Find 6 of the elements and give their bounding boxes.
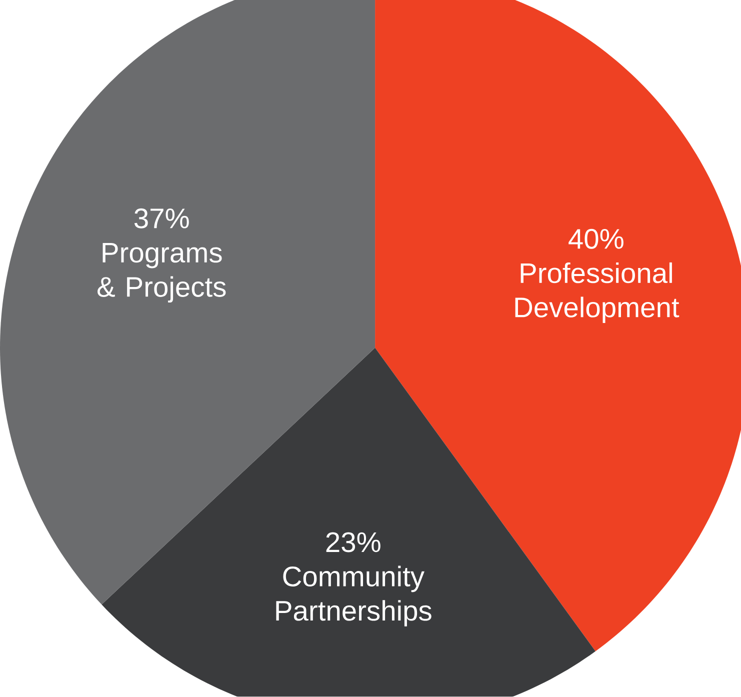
data-label: 23% <box>326 532 380 552</box>
slice-label: Professional Development <box>515 262 680 324</box>
slice-label: Community Partnerships <box>276 566 432 627</box>
data-label: 37% <box>134 208 189 229</box>
slice-label: Programs & Projects <box>98 243 226 303</box>
data-label: 40% <box>568 229 624 250</box>
